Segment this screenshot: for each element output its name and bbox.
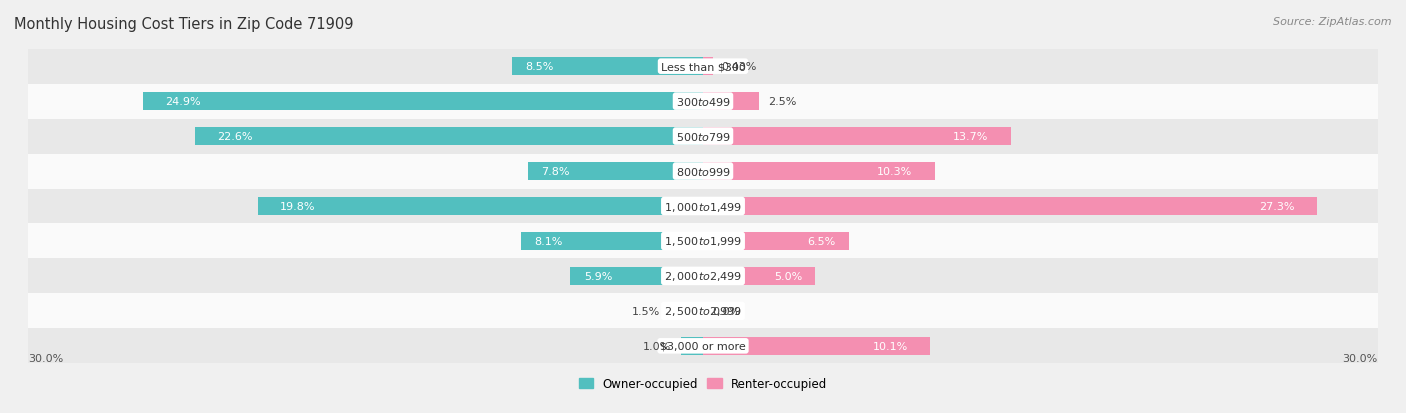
Text: 2.5%: 2.5% — [768, 97, 797, 107]
Text: 24.9%: 24.9% — [166, 97, 201, 107]
Bar — [28, 154, 1378, 189]
Text: 0.43%: 0.43% — [721, 62, 756, 72]
Bar — [520, 232, 703, 250]
Bar — [28, 119, 1378, 154]
Text: $1,000 to $1,499: $1,000 to $1,499 — [664, 200, 742, 213]
Bar — [28, 224, 1378, 259]
Text: $2,500 to $2,999: $2,500 to $2,999 — [664, 305, 742, 318]
Text: 30.0%: 30.0% — [28, 354, 63, 363]
Text: 7.8%: 7.8% — [541, 166, 569, 177]
Text: Monthly Housing Cost Tiers in Zip Code 71909: Monthly Housing Cost Tiers in Zip Code 7… — [14, 17, 353, 31]
Text: $800 to $999: $800 to $999 — [675, 166, 731, 178]
Bar — [703, 128, 1011, 146]
Bar — [681, 337, 703, 355]
Text: Source: ZipAtlas.com: Source: ZipAtlas.com — [1274, 17, 1392, 26]
Text: Less than $300: Less than $300 — [661, 62, 745, 72]
Text: $300 to $499: $300 to $499 — [675, 96, 731, 108]
Text: 30.0%: 30.0% — [1343, 354, 1378, 363]
Bar — [703, 93, 759, 111]
Bar — [703, 197, 1317, 216]
Bar — [703, 337, 931, 355]
Text: $3,000 or more: $3,000 or more — [661, 341, 745, 351]
Text: $500 to $799: $500 to $799 — [675, 131, 731, 143]
Text: 22.6%: 22.6% — [217, 132, 253, 142]
Text: 1.5%: 1.5% — [633, 306, 661, 316]
Bar — [703, 58, 713, 76]
Legend: Owner-occupied, Renter-occupied: Owner-occupied, Renter-occupied — [574, 373, 832, 395]
Bar — [703, 163, 935, 181]
Bar — [703, 267, 815, 285]
Bar — [571, 267, 703, 285]
Text: 8.5%: 8.5% — [526, 62, 554, 72]
Text: 27.3%: 27.3% — [1260, 202, 1295, 211]
Text: 5.0%: 5.0% — [773, 271, 801, 281]
Text: 1.0%: 1.0% — [644, 341, 672, 351]
Text: 8.1%: 8.1% — [534, 236, 562, 247]
Bar — [527, 163, 703, 181]
Bar — [28, 84, 1378, 119]
Text: 10.3%: 10.3% — [877, 166, 912, 177]
Text: 0.0%: 0.0% — [711, 306, 740, 316]
Text: $1,500 to $1,999: $1,500 to $1,999 — [664, 235, 742, 248]
Text: 10.1%: 10.1% — [873, 341, 908, 351]
Bar — [512, 58, 703, 76]
Bar — [257, 197, 703, 216]
Bar — [28, 329, 1378, 363]
Text: 13.7%: 13.7% — [953, 132, 988, 142]
Bar — [28, 294, 1378, 329]
Text: $2,000 to $2,499: $2,000 to $2,499 — [664, 270, 742, 283]
Text: 19.8%: 19.8% — [280, 202, 315, 211]
Bar — [28, 259, 1378, 294]
Text: 6.5%: 6.5% — [807, 236, 835, 247]
Bar — [28, 50, 1378, 84]
Bar — [28, 189, 1378, 224]
Text: 5.9%: 5.9% — [583, 271, 612, 281]
Bar — [194, 128, 703, 146]
Bar — [669, 302, 703, 320]
Bar — [703, 232, 849, 250]
Bar — [143, 93, 703, 111]
